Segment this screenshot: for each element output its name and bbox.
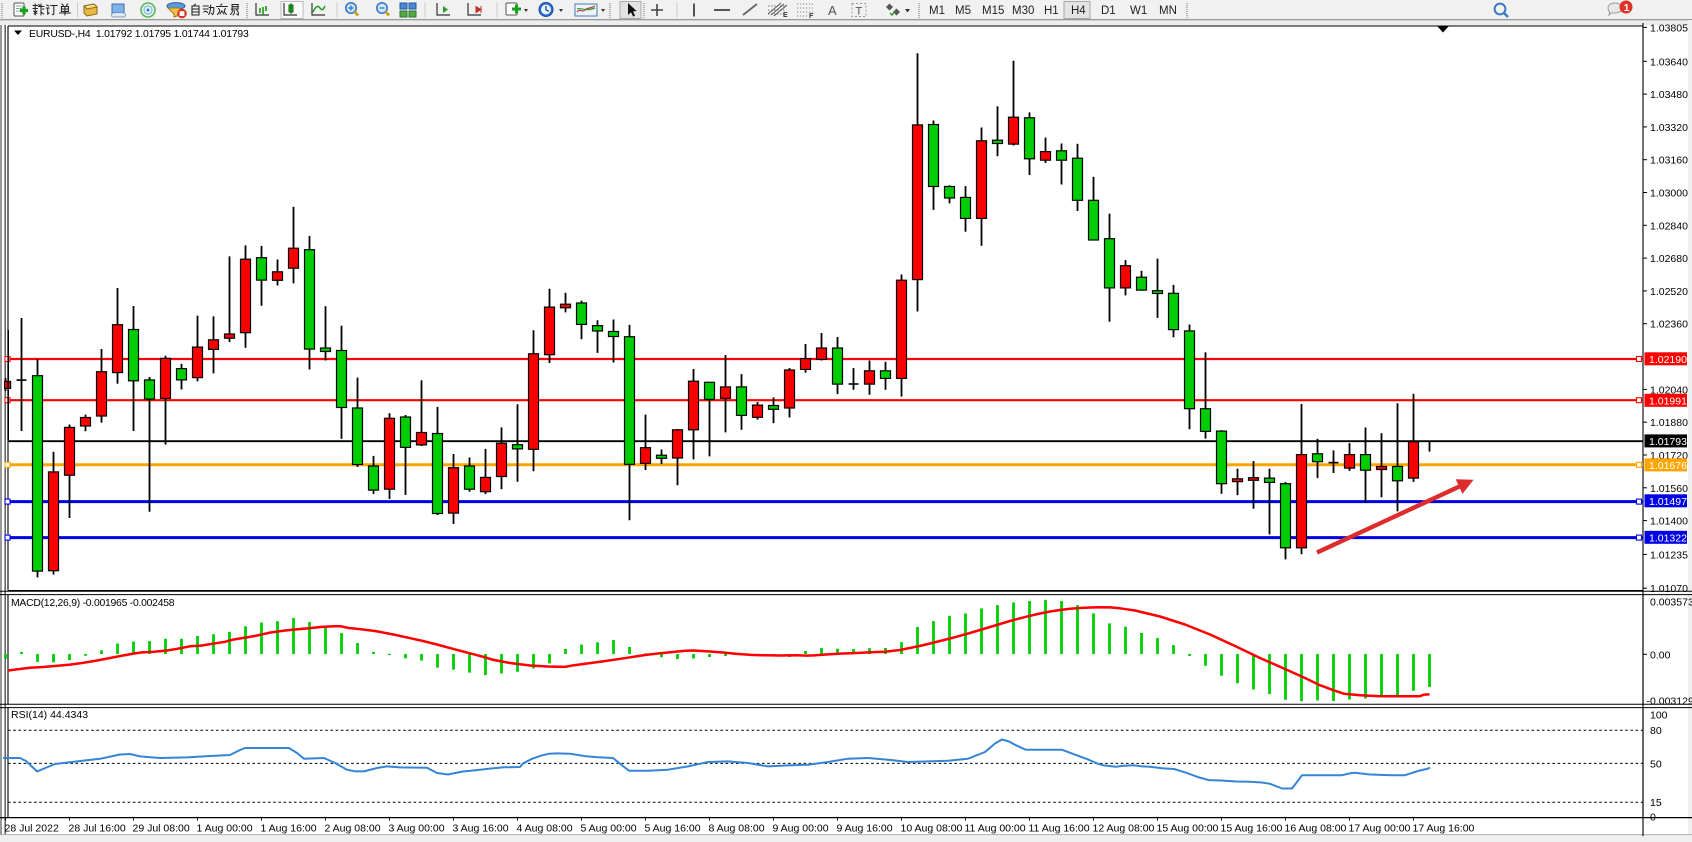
svg-text:1.03160: 1.03160 bbox=[1650, 155, 1688, 167]
svg-text:1 Aug 00:00: 1 Aug 00:00 bbox=[197, 823, 253, 835]
svg-text:0.00: 0.00 bbox=[1650, 649, 1671, 661]
svg-text:3 Aug 00:00: 3 Aug 00:00 bbox=[389, 823, 445, 835]
svg-text:M1: M1 bbox=[929, 5, 945, 17]
svg-text:80: 80 bbox=[1650, 725, 1662, 737]
svg-text:0.003573: 0.003573 bbox=[1650, 597, 1692, 609]
svg-text:MACD(12,26,9) -0.001965 -0.002: MACD(12,26,9) -0.001965 -0.002458 bbox=[11, 598, 175, 609]
svg-text:1.01676: 1.01676 bbox=[1649, 460, 1687, 472]
svg-text:5 Aug 00:00: 5 Aug 00:00 bbox=[581, 823, 637, 835]
svg-text:15 Aug 00:00: 15 Aug 00:00 bbox=[1157, 823, 1219, 835]
svg-text:50: 50 bbox=[1650, 758, 1662, 770]
svg-text:1.02190: 1.02190 bbox=[1649, 354, 1687, 366]
svg-text:A: A bbox=[828, 3, 837, 18]
svg-text:9 Aug 00:00: 9 Aug 00:00 bbox=[773, 823, 829, 835]
svg-text:29 Jul 08:00: 29 Jul 08:00 bbox=[133, 823, 190, 835]
svg-text:1.01497: 1.01497 bbox=[1649, 496, 1687, 508]
svg-text:MN: MN bbox=[1159, 5, 1177, 17]
svg-text:1: 1 bbox=[1624, 2, 1630, 14]
svg-text:1.01880: 1.01880 bbox=[1650, 417, 1688, 429]
svg-text:1 Aug 16:00: 1 Aug 16:00 bbox=[261, 823, 317, 835]
svg-text:0: 0 bbox=[1650, 812, 1656, 824]
svg-text:M15: M15 bbox=[982, 5, 1004, 17]
svg-text:100: 100 bbox=[1650, 710, 1668, 722]
svg-text:T: T bbox=[856, 6, 863, 18]
svg-text:M30: M30 bbox=[1012, 5, 1034, 17]
svg-text:28 Jul 16:00: 28 Jul 16:00 bbox=[69, 823, 126, 835]
svg-text:1.01235: 1.01235 bbox=[1650, 549, 1688, 561]
svg-text:1.03480: 1.03480 bbox=[1650, 89, 1688, 101]
svg-text:15: 15 bbox=[1650, 797, 1662, 809]
svg-text:1.01560: 1.01560 bbox=[1650, 483, 1688, 495]
svg-text:1.01793: 1.01793 bbox=[1649, 436, 1687, 448]
svg-text:3 Aug 16:00: 3 Aug 16:00 bbox=[453, 823, 509, 835]
svg-text:-0.003129: -0.003129 bbox=[1647, 695, 1692, 707]
svg-text:1.02520: 1.02520 bbox=[1650, 286, 1688, 298]
svg-text:H4: H4 bbox=[1071, 5, 1086, 17]
svg-text:11 Aug 16:00: 11 Aug 16:00 bbox=[1029, 823, 1090, 835]
svg-text:1.01070: 1.01070 bbox=[1650, 583, 1688, 595]
svg-text:1.02840: 1.02840 bbox=[1650, 220, 1688, 232]
svg-text:W1: W1 bbox=[1130, 5, 1147, 17]
svg-text:D1: D1 bbox=[1101, 5, 1116, 17]
svg-text:10 Aug 08:00: 10 Aug 08:00 bbox=[901, 823, 963, 835]
svg-text:12 Aug 08:00: 12 Aug 08:00 bbox=[1093, 823, 1155, 835]
svg-text:1.01991: 1.01991 bbox=[1649, 395, 1687, 407]
svg-text:1.02360: 1.02360 bbox=[1650, 319, 1688, 331]
svg-text:11 Aug 00:00: 11 Aug 00:00 bbox=[965, 823, 1026, 835]
svg-text:1.01400: 1.01400 bbox=[1650, 516, 1688, 528]
svg-text:15 Aug 16:00: 15 Aug 16:00 bbox=[1221, 823, 1283, 835]
svg-text:5 Aug 16:00: 5 Aug 16:00 bbox=[645, 823, 701, 835]
svg-text:2 Aug 08:00: 2 Aug 08:00 bbox=[325, 823, 381, 835]
svg-text:1.02040: 1.02040 bbox=[1650, 384, 1688, 396]
svg-text:8 Aug 08:00: 8 Aug 08:00 bbox=[709, 823, 765, 835]
svg-text:M5: M5 bbox=[955, 5, 971, 17]
svg-text:17 Aug 16:00: 17 Aug 16:00 bbox=[1413, 823, 1475, 835]
svg-text:1.03000: 1.03000 bbox=[1650, 188, 1688, 200]
svg-text:1.02680: 1.02680 bbox=[1650, 253, 1688, 265]
svg-text:E: E bbox=[783, 12, 788, 19]
svg-text:1.03805: 1.03805 bbox=[1650, 22, 1688, 34]
svg-text:1.03640: 1.03640 bbox=[1650, 56, 1688, 68]
svg-text:9 Aug 16:00: 9 Aug 16:00 bbox=[837, 823, 893, 835]
svg-text:RSI(14) 44.4343: RSI(14) 44.4343 bbox=[11, 709, 88, 721]
svg-text:4 Aug 08:00: 4 Aug 08:00 bbox=[517, 823, 573, 835]
svg-text:28 Jul 2022: 28 Jul 2022 bbox=[5, 823, 59, 835]
svg-text:EURUSD-,H4 1.01792 1.01795 1.: EURUSD-,H4 1.01792 1.01795 1.01744 1.017… bbox=[29, 29, 249, 40]
svg-text:1.01322: 1.01322 bbox=[1649, 532, 1687, 544]
svg-text:F: F bbox=[809, 13, 814, 20]
svg-text:17 Aug 00:00: 17 Aug 00:00 bbox=[1349, 823, 1411, 835]
svg-text:1.03320: 1.03320 bbox=[1650, 122, 1688, 134]
svg-text:16 Aug 08:00: 16 Aug 08:00 bbox=[1285, 823, 1347, 835]
svg-text:H1: H1 bbox=[1044, 5, 1059, 17]
